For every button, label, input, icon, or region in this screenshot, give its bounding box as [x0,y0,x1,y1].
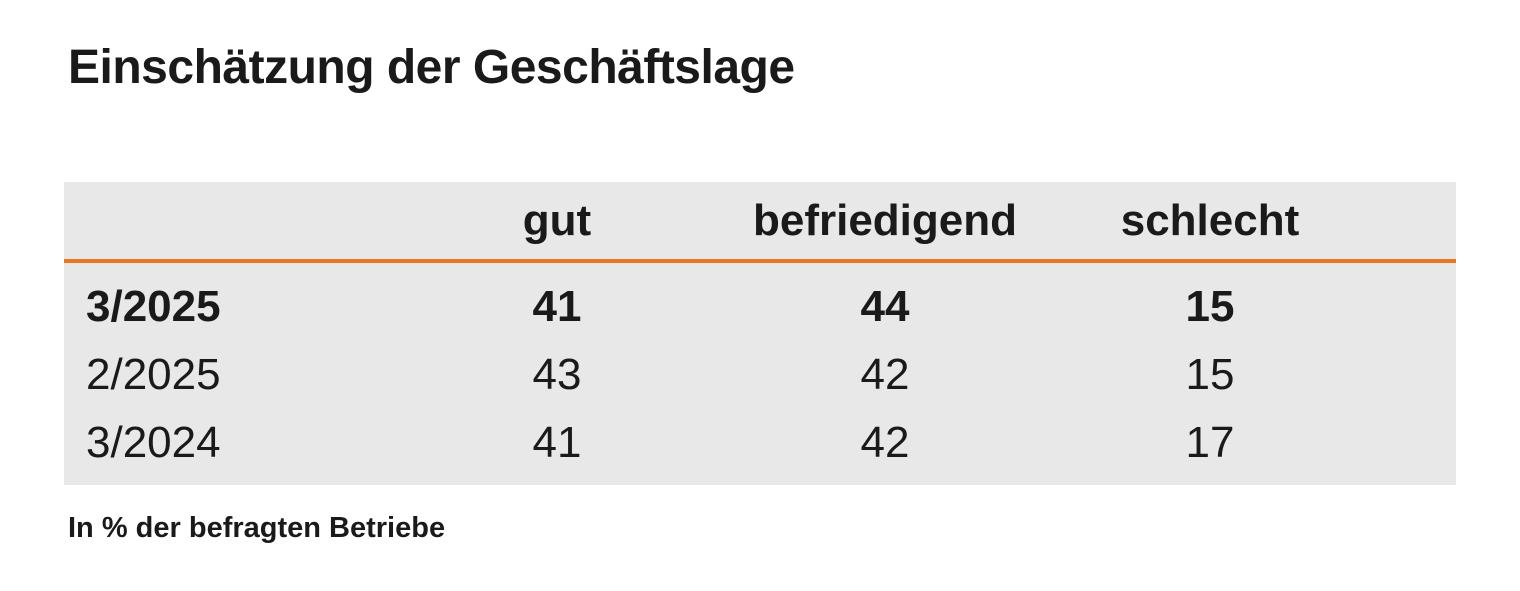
column-header: befriedigend [752,196,1018,245]
table-background [64,182,1456,485]
cell-value: 17 [1185,418,1235,467]
cell-value: 41 [532,418,582,467]
column-header: gut [522,196,592,245]
header-rule [64,259,1456,263]
row-label: 3/2024 [86,418,221,467]
title: Einschätzung der Geschäftslage [68,41,795,94]
cell-value: 15 [1185,350,1235,399]
cell-value: 41 [532,282,582,331]
cell-value: 42 [860,350,910,399]
cell-value: 43 [532,350,582,399]
footnote: In % der befragten Betriebe [68,512,446,544]
cell-value: 42 [860,418,910,467]
cell-value: 15 [1185,282,1235,331]
row-label: 3/2025 [86,282,221,331]
column-header: schlecht [1120,196,1300,245]
cell-value: 44 [860,282,910,331]
row-label: 2/2025 [86,350,221,399]
